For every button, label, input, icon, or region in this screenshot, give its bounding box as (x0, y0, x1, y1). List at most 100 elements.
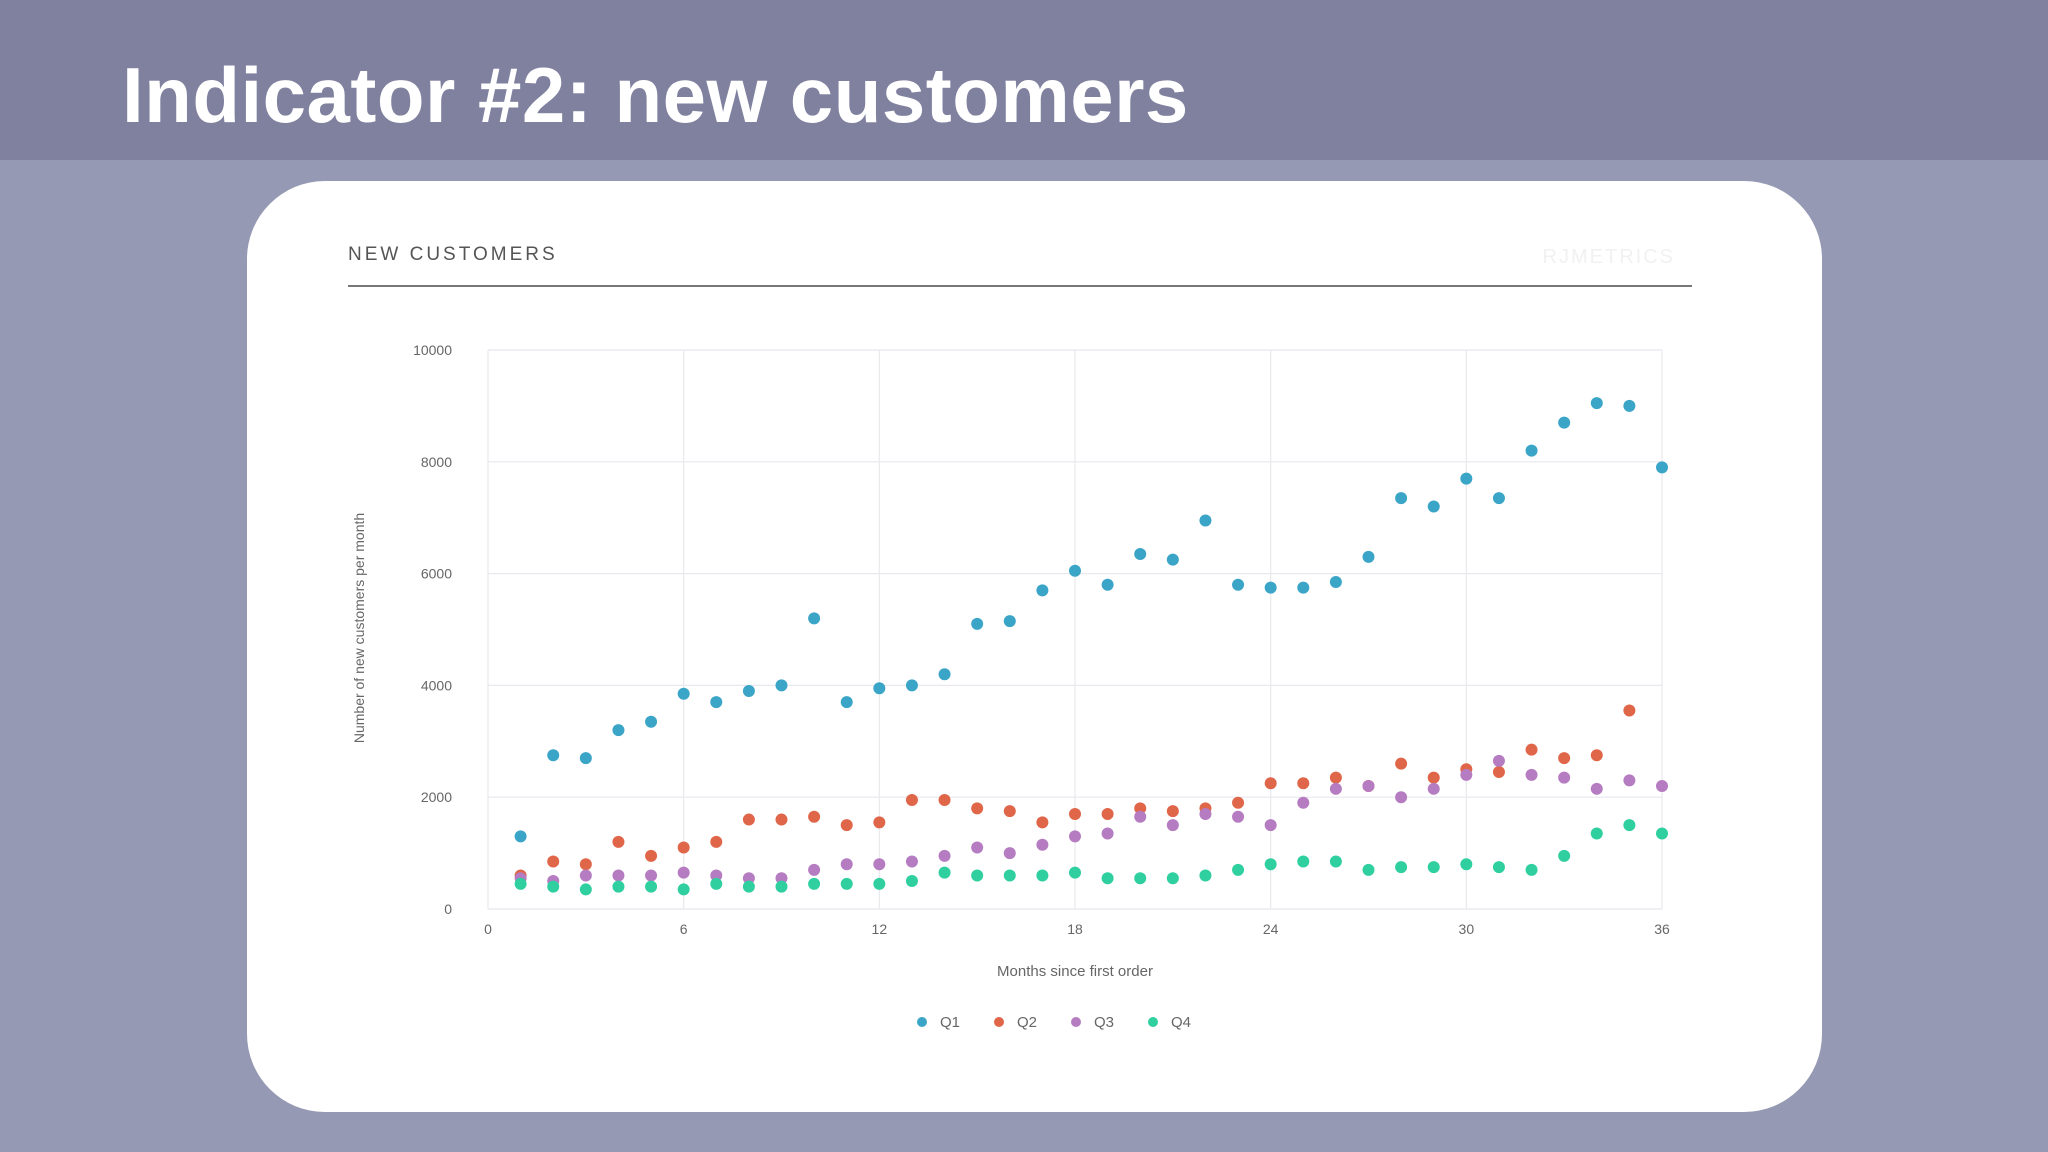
point-Q2 (547, 855, 560, 868)
point-Q4 (840, 877, 853, 890)
legend-label-Q1: Q1 (940, 1014, 960, 1031)
point-Q2 (1623, 704, 1636, 717)
series-Q1 (514, 397, 1668, 843)
legend-marker-Q4 (1148, 1017, 1158, 1027)
point-Q1 (1492, 492, 1505, 505)
point-Q3 (612, 869, 625, 882)
point-Q4 (1427, 861, 1440, 874)
point-Q4 (1232, 863, 1245, 876)
point-Q3 (1623, 774, 1636, 787)
point-Q3 (1199, 807, 1212, 820)
point-Q3 (710, 869, 723, 882)
point-Q1 (1134, 548, 1147, 561)
point-Q3 (1395, 791, 1408, 804)
x-axis-ticks: 0 6 12 18 24 30 36 (484, 921, 1670, 937)
point-Q2 (938, 793, 951, 806)
title-divider (348, 285, 1692, 287)
point-Q4 (1623, 819, 1636, 832)
x-tick-label: 6 (680, 921, 688, 937)
point-Q2 (1134, 802, 1147, 815)
point-Q1 (1623, 399, 1636, 412)
legend-marker-Q3 (1071, 1017, 1081, 1027)
x-tick-label: 24 (1263, 921, 1279, 937)
point-Q3 (1232, 810, 1245, 823)
point-Q1 (1297, 581, 1310, 594)
point-Q1 (1199, 514, 1212, 527)
point-Q4 (612, 880, 625, 893)
point-Q1 (1525, 444, 1538, 457)
point-Q3 (905, 855, 918, 868)
series-Q4 (514, 819, 1668, 896)
point-Q2 (579, 858, 592, 871)
y-axis-label: Number of new customers per month (351, 513, 367, 743)
point-Q1 (1329, 575, 1342, 588)
point-Q3 (1558, 771, 1571, 784)
series-Q3 (514, 754, 1668, 888)
point-Q1 (645, 715, 658, 728)
point-Q4 (1264, 858, 1277, 871)
point-Q4 (1460, 858, 1473, 871)
slide-title: Indicator #2: new customers (122, 51, 1189, 139)
point-Q1 (905, 679, 918, 692)
legend-marker-Q1 (917, 1017, 927, 1027)
point-Q4 (677, 883, 690, 896)
grid-lines (487, 349, 1663, 910)
point-Q1 (1427, 500, 1440, 513)
point-Q4 (1003, 869, 1016, 882)
point-Q1 (775, 679, 788, 692)
point-Q3 (677, 866, 690, 879)
point-Q1 (742, 684, 755, 697)
point-Q4 (1492, 861, 1505, 874)
x-tick-label: 30 (1459, 921, 1475, 937)
point-Q4 (514, 877, 527, 890)
x-tick-label: 0 (484, 921, 492, 937)
point-Q2 (1166, 805, 1179, 818)
data-points (514, 397, 1668, 896)
point-Q3 (1590, 782, 1603, 795)
point-Q4 (547, 880, 560, 893)
point-Q2 (775, 813, 788, 826)
point-Q2 (1297, 777, 1310, 790)
point-Q4 (1395, 861, 1408, 874)
point-Q4 (905, 875, 918, 888)
point-Q3 (873, 858, 886, 871)
point-Q2 (905, 793, 918, 806)
point-Q4 (1134, 872, 1147, 885)
point-Q1 (1166, 553, 1179, 566)
point-Q3 (1656, 780, 1668, 793)
legend-label-Q2: Q2 (1017, 1014, 1037, 1031)
point-Q1 (547, 749, 560, 762)
legend-marker-Q2 (994, 1017, 1004, 1027)
point-Q2 (1069, 807, 1081, 820)
point-Q2 (873, 816, 886, 829)
point-Q4 (742, 880, 755, 893)
point-Q1 (1656, 461, 1668, 474)
point-Q3 (840, 858, 853, 871)
point-Q1 (1590, 397, 1603, 410)
point-Q3 (938, 849, 951, 862)
legend-label-Q4: Q4 (1171, 1014, 1191, 1031)
point-Q4 (1525, 863, 1538, 876)
point-Q2 (677, 841, 690, 854)
x-axis-label: Months since first order (997, 963, 1153, 980)
point-Q2 (1492, 766, 1505, 779)
point-Q4 (1558, 849, 1571, 862)
point-Q1 (1264, 581, 1277, 594)
point-Q1 (1101, 578, 1114, 591)
point-Q4 (1297, 855, 1310, 868)
point-Q4 (1362, 863, 1375, 876)
point-Q1 (514, 830, 527, 843)
point-Q2 (1101, 807, 1114, 820)
point-Q1 (579, 752, 592, 765)
point-Q4 (579, 883, 592, 896)
point-Q2 (1232, 796, 1245, 809)
point-Q1 (873, 682, 886, 695)
point-Q2 (971, 802, 984, 815)
point-Q4 (938, 866, 951, 879)
point-Q3 (1525, 768, 1538, 781)
point-Q3 (645, 869, 658, 882)
point-Q4 (775, 880, 788, 893)
point-Q1 (710, 696, 723, 709)
point-Q2 (1329, 771, 1342, 784)
